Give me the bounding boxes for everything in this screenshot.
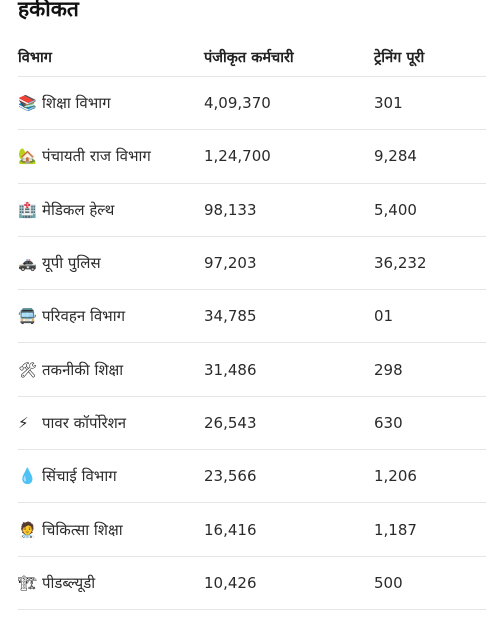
header-department: विभाग xyxy=(18,50,52,66)
department-cell: 📚 शिक्षा विभाग xyxy=(18,93,204,113)
training-count: 9,284 xyxy=(374,147,417,166)
department-name: शिक्षा विभाग xyxy=(42,94,111,113)
training-count: 1,187 xyxy=(374,520,417,539)
training-count: 36,232 xyxy=(374,254,427,273)
training-count: 1,206 xyxy=(374,467,417,486)
registered-count: 16,416 xyxy=(204,520,257,539)
department-cell: 🏥 मेडिकल हेल्थ xyxy=(18,200,204,220)
department-name: पावर कॉर्पोरेशन xyxy=(42,413,127,432)
training-count: 5,400 xyxy=(374,200,417,219)
header-training: ट्रेनिंग पूरी xyxy=(374,50,425,66)
registered-count: 98,133 xyxy=(204,200,257,219)
hospital-icon: 🏥 xyxy=(18,200,37,219)
training-count: 301 xyxy=(374,94,403,113)
department-cell: 🏡 पंचायती राज विभाग xyxy=(18,146,204,166)
registered-count: 97,203 xyxy=(204,254,257,273)
department-name: सिंचाई विभाग xyxy=(42,467,117,486)
registered-count: 31,486 xyxy=(204,360,257,379)
department-cell: 🧑‍⚕️ चिकित्सा शिक्षा xyxy=(18,520,204,540)
header-registered: पंजीकृत कर्मचारी xyxy=(204,50,294,66)
police-car-icon: 🚓 xyxy=(18,254,37,273)
registered-count: 34,785 xyxy=(204,307,257,326)
droplet-icon: 💧 xyxy=(18,467,37,486)
data-table: विभाग पंजीकृत कर्मचारी ट्रेनिंग पूरी 📚 शि… xyxy=(18,38,486,610)
registered-count: 10,426 xyxy=(204,573,257,592)
construction-crane-icon: 🏗 xyxy=(18,573,38,592)
registered-count: 1,24,700 xyxy=(204,147,271,166)
house-garden-icon: 🏡 xyxy=(18,147,37,166)
department-name: तकनीकी शिक्षा xyxy=(42,360,124,379)
table-row: 💧 सिंचाई विभाग 23,566 1,206 xyxy=(18,450,486,504)
department-cell: ⚡ पावर कॉर्पोरेशन xyxy=(18,413,204,433)
health-worker-icon: 🧑‍⚕️ xyxy=(18,520,37,539)
table-row: 🏥 मेडिकल हेल्थ 98,133 5,400 xyxy=(18,184,486,237)
department-cell: 🛠 तकनीकी शिक्षा xyxy=(18,360,204,380)
tools-icon: 🛠 xyxy=(18,360,38,379)
department-cell: 🚓 यूपी पुलिस xyxy=(18,253,204,273)
table-row: 🛠 तकनीकी शिक्षा 31,486 298 xyxy=(18,343,486,397)
table-row: 🚍 परिवहन विभाग 34,785 01 xyxy=(18,290,486,344)
table-row: 📚 शिक्षा विभाग 4,09,370 301 xyxy=(18,77,486,131)
table-row: ⚡ पावर कॉर्पोरेशन 26,543 630 xyxy=(18,397,486,451)
table-row: 🏗 पीडब्ल्यूडी 10,426 500 xyxy=(18,557,486,610)
training-count: 298 xyxy=(374,360,403,379)
training-count: 01 xyxy=(374,307,394,326)
table-row: 🏡 पंचायती राज विभाग 1,24,700 9,284 xyxy=(18,130,486,184)
registered-count: 26,543 xyxy=(204,413,257,432)
table-body: 📚 शिक्षा विभाग 4,09,370 301 🏡 पंचायती राज विभ… xyxy=(18,77,486,610)
registered-count: 4,09,370 xyxy=(204,94,271,113)
bus-icon: 🚍 xyxy=(18,307,37,326)
training-count: 630 xyxy=(374,413,403,432)
department-cell: 💧 सिंचाई विभाग xyxy=(18,466,204,486)
table-row: 🧑‍⚕️ चिकित्सा शिक्षा 16,416 1,187 xyxy=(18,503,486,557)
department-name: पंचायती राज विभाग xyxy=(42,147,151,166)
department-cell: 🏗 पीडब्ल्यूडी xyxy=(18,573,204,593)
books-icon: 📚 xyxy=(18,94,37,113)
table-row: 🚓 यूपी पुलिस 97,203 36,232 xyxy=(18,237,486,291)
registered-count: 23,566 xyxy=(204,467,257,486)
department-name: परिवहन विभाग xyxy=(42,307,126,326)
department-name: मेडिकल हेल्थ xyxy=(42,200,115,219)
training-count: 500 xyxy=(374,573,403,592)
department-cell: 🚍 परिवहन विभाग xyxy=(18,306,204,326)
department-name: चिकित्सा शिक्षा xyxy=(42,520,123,539)
lightning-icon: ⚡ xyxy=(18,413,29,432)
department-name: यूपी पुलिस xyxy=(42,254,101,273)
department-name: पीडब्ल्यूडी xyxy=(42,573,96,592)
table-header: विभाग पंजीकृत कर्मचारी ट्रेनिंग पूरी xyxy=(18,38,486,77)
page-title: हकीकत xyxy=(18,0,79,21)
